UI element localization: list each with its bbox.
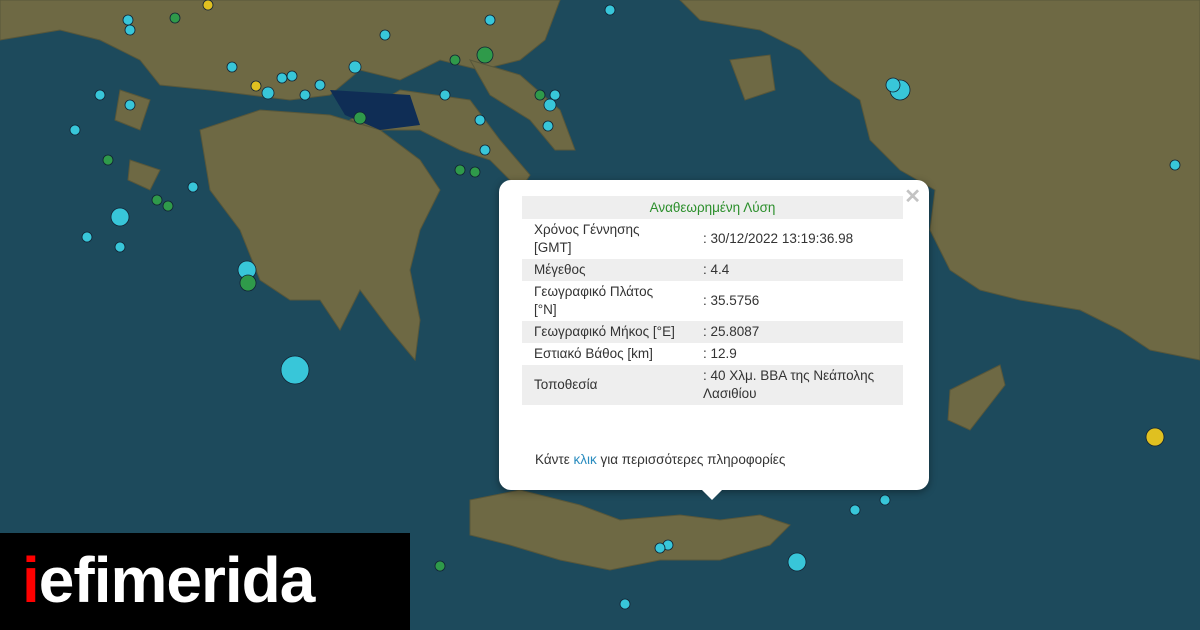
earthquake-marker[interactable] — [434, 560, 446, 572]
earthquake-marker[interactable] — [122, 14, 134, 26]
earthquake-marker[interactable] — [187, 181, 199, 193]
row-value: : 12.9 — [703, 346, 737, 361]
earthquake-marker[interactable] — [124, 99, 136, 111]
row-label: Γεωγραφικό Μήκος [°E] — [522, 321, 691, 343]
earthquake-marker[interactable] — [226, 61, 238, 73]
gulf-of-corinth — [330, 90, 420, 130]
earthquake-marker[interactable] — [1169, 159, 1181, 171]
land-rhodes — [947, 364, 1006, 431]
earthquake-marker[interactable] — [353, 111, 367, 125]
earthquake-marker[interactable] — [151, 194, 163, 206]
earthquake-marker[interactable] — [124, 24, 136, 36]
earthquake-marker[interactable] — [110, 207, 130, 227]
earthquake-marker[interactable] — [286, 70, 298, 82]
earthquake-marker[interactable] — [534, 89, 546, 101]
earthquake-marker[interactable] — [69, 124, 81, 136]
logo-i: i — [22, 544, 40, 616]
earthquake-marker[interactable] — [314, 79, 326, 91]
earthquake-marker[interactable] — [114, 241, 126, 253]
earthquake-marker[interactable] — [484, 14, 496, 26]
earthquake-marker[interactable] — [549, 89, 561, 101]
logo-rest: efimerida — [38, 544, 316, 616]
close-icon[interactable]: ✕ — [904, 186, 921, 208]
earthquake-marker[interactable] — [280, 355, 310, 385]
land-zakynthos — [127, 159, 161, 191]
row-label: Τοποθεσία — [522, 365, 691, 405]
earthquake-marker[interactable] — [439, 89, 451, 101]
earthquake-popup: ✕ Αναθεωρημένη Λύση Χρόνος Γέννησης [GMT… — [499, 180, 929, 500]
earthquake-marker[interactable] — [81, 231, 93, 243]
earthquake-info-table: Αναθεωρημένη Λύση Χρόνος Γέννησης [GMT]:… — [522, 196, 903, 405]
iefimerida-logo: iefimerida — [0, 533, 410, 630]
more-suffix: για περισσότερες πληροφορίες — [596, 452, 786, 467]
row-value: : 40 Χλμ. ΒΒΑ της Νεάπολης Λασιθίου — [691, 365, 903, 405]
land-crete — [469, 489, 791, 571]
earthquake-marker[interactable] — [379, 29, 391, 41]
row-label: Γεωγραφικό Πλάτος [°N] — [534, 284, 654, 317]
row-value: : 35.5756 — [703, 293, 760, 308]
earthquake-marker[interactable] — [239, 274, 257, 292]
earthquake-marker[interactable] — [449, 54, 461, 66]
earthquake-marker[interactable] — [102, 154, 114, 166]
earthquake-marker[interactable] — [543, 98, 557, 112]
earthquake-marker[interactable] — [169, 12, 181, 24]
popup-title: Αναθεωρημένη Λύση — [522, 196, 903, 219]
earthquake-marker[interactable] — [94, 89, 106, 101]
earthquake-marker[interactable] — [885, 77, 901, 93]
earthquake-marker[interactable] — [1145, 427, 1165, 447]
row-value: : 30/12/2022 13:19:36.98 — [703, 231, 854, 246]
earthquake-marker[interactable] — [604, 4, 616, 16]
earthquake-marker[interactable] — [454, 164, 466, 176]
row-value: : 25.8087 — [691, 321, 903, 343]
more-info-text: Κάντε κλικ για περισσότερες πληροφορίες — [535, 452, 785, 467]
earthquake-marker[interactable] — [250, 80, 262, 92]
earthquake-marker[interactable] — [542, 120, 554, 132]
row-label: Εστιακό Βάθος [km] — [534, 346, 653, 361]
row-label: Μέγεθος — [522, 259, 691, 281]
earthquake-marker[interactable] — [474, 114, 486, 126]
earthquake-marker[interactable] — [849, 504, 861, 516]
row-label: Χρόνος Γέννησης [GMT] — [534, 222, 640, 255]
land-turkey — [679, 0, 1200, 361]
land-kefalonia — [114, 89, 151, 131]
earthquake-marker[interactable] — [469, 166, 481, 178]
earthquake-marker[interactable] — [479, 144, 491, 156]
land-mainland-greece — [0, 0, 561, 101]
row-value: : 4.4 — [691, 259, 903, 281]
earthquake-marker[interactable] — [261, 86, 275, 100]
earthquake-marker[interactable] — [162, 200, 174, 212]
earthquake-marker[interactable] — [787, 552, 807, 572]
earthquake-marker[interactable] — [348, 60, 362, 74]
earthquake-marker[interactable] — [299, 89, 311, 101]
earthquake-marker[interactable] — [276, 72, 288, 84]
land-lesvos — [729, 54, 776, 101]
earthquake-marker[interactable] — [476, 46, 494, 64]
earthquake-marker[interactable] — [654, 542, 666, 554]
more-info-link[interactable]: κλικ — [573, 452, 597, 467]
earthquake-marker[interactable] — [202, 0, 214, 11]
more-prefix: Κάντε — [535, 452, 574, 467]
earthquake-marker[interactable] — [879, 494, 891, 506]
earthquake-marker[interactable] — [619, 598, 631, 610]
